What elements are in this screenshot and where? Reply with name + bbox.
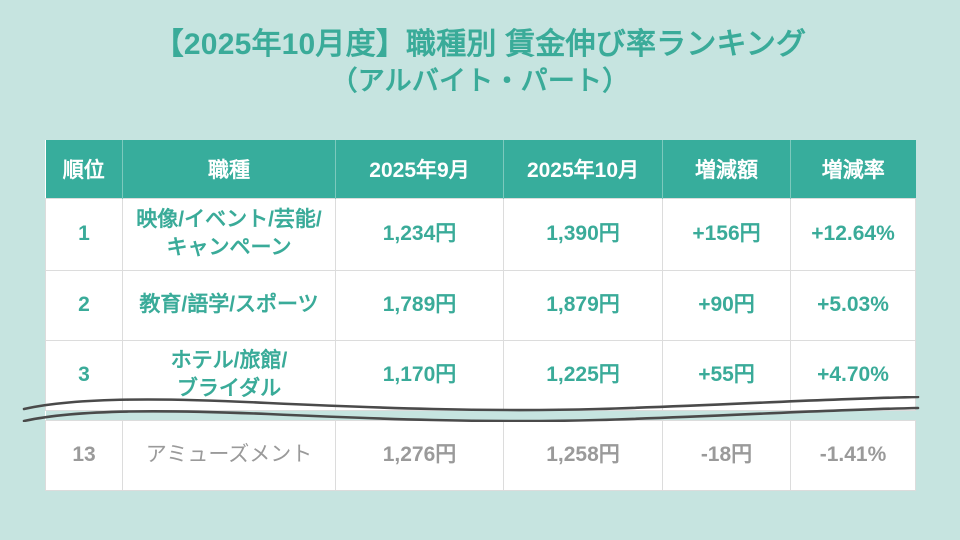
cell-september: 1,276円 <box>335 419 504 491</box>
table-row: 1 映像/イベント/芸能/キャンペーン 1,234円 1,390円 +156円 … <box>45 197 916 271</box>
column-header-october: 2025年10月 <box>503 140 663 198</box>
cell-rank: 13 <box>45 419 123 491</box>
column-header-job: 職種 <box>122 140 336 198</box>
table-row: 13 アミューズメント 1,276円 1,258円 -18円 -1.41% <box>45 419 916 491</box>
cell-job: 映像/イベント/芸能/キャンペーン <box>122 197 336 271</box>
table-break-spacer <box>45 410 916 420</box>
cell-change-percent: +4.70% <box>790 339 916 411</box>
cell-october: 1,879円 <box>503 269 663 341</box>
page-title-main: 【2025年10月度】職種別 賃金伸び率ランキング <box>153 28 807 61</box>
table-header-row: 順位 職種 2025年9月 2025年10月 増減額 増減率 <box>45 140 916 198</box>
cell-october: 1,225円 <box>503 339 663 411</box>
cell-job: アミューズメント <box>122 419 336 491</box>
table-row: 2 教育/語学/スポーツ 1,789円 1,879円 +90円 +5.03% <box>45 269 916 341</box>
table-row: 3 ホテル/旅館/ブライダル 1,170円 1,225円 +55円 +4.70% <box>45 339 916 411</box>
column-header-rank: 順位 <box>45 140 123 198</box>
page-title-sub: （アルバイト・パート） <box>330 66 630 97</box>
cell-change-percent: -1.41% <box>790 419 916 491</box>
page-title: 【2025年10月度】職種別 賃金伸び率ランキング （アルバイト・パート） <box>0 26 960 99</box>
cell-change-percent: +12.64% <box>790 197 916 271</box>
cell-change-amount: +55円 <box>662 339 791 411</box>
cell-change-percent: +5.03% <box>790 269 916 341</box>
column-header-september: 2025年9月 <box>335 140 504 198</box>
cell-september: 1,234円 <box>335 197 504 271</box>
cell-job: 教育/語学/スポーツ <box>122 269 336 341</box>
cell-change-amount: +156円 <box>662 197 791 271</box>
table-break-spacer-cell <box>45 410 916 420</box>
table-header: 順位 職種 2025年9月 2025年10月 増減額 増減率 <box>45 140 916 198</box>
column-header-change-amount: 増減額 <box>662 140 791 198</box>
column-header-change-percent: 増減率 <box>790 140 916 198</box>
cell-september: 1,789円 <box>335 269 504 341</box>
cell-rank: 3 <box>45 339 123 411</box>
cell-september: 1,170円 <box>335 339 504 411</box>
cell-change-amount: -18円 <box>662 419 791 491</box>
cell-october: 1,258円 <box>503 419 663 491</box>
cell-rank: 2 <box>45 269 123 341</box>
cell-change-amount: +90円 <box>662 269 791 341</box>
table-body: 1 映像/イベント/芸能/キャンペーン 1,234円 1,390円 +156円 … <box>45 197 916 491</box>
cell-rank: 1 <box>45 197 123 271</box>
cell-october: 1,390円 <box>503 197 663 271</box>
wage-growth-ranking-table: 順位 職種 2025年9月 2025年10月 増減額 増減率 1 映像/イベント… <box>45 140 916 491</box>
cell-job: ホテル/旅館/ブライダル <box>122 339 336 411</box>
